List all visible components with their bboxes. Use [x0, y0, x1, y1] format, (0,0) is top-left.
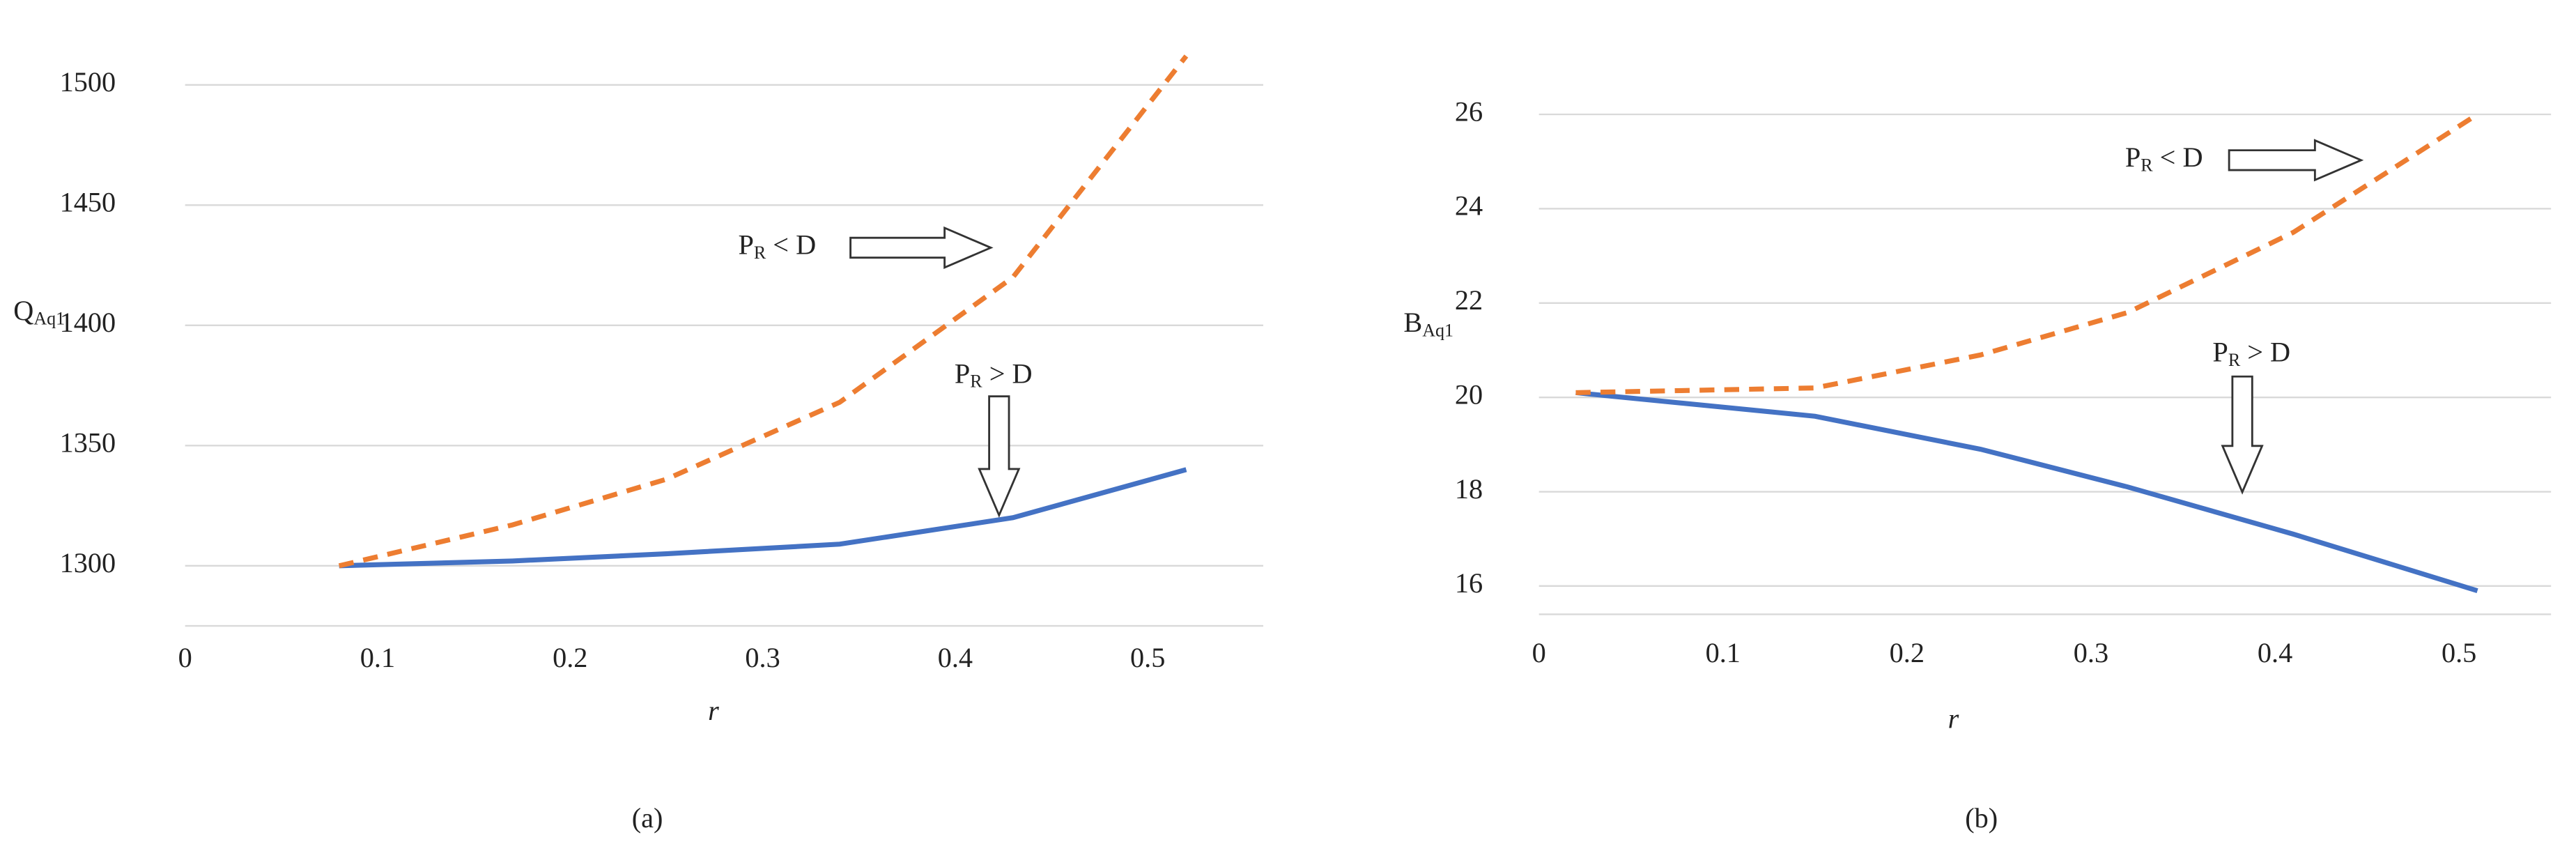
- text-sub: R: [970, 371, 982, 392]
- data-line: [339, 467, 1187, 569]
- text-main: Q: [13, 295, 33, 326]
- annotation: PR < D: [2125, 141, 2203, 175]
- x-tick-label: 0.3: [745, 642, 780, 673]
- text-main: P: [738, 229, 753, 261]
- text-rest: > D: [982, 358, 1033, 390]
- text-rest: > D: [2240, 337, 2290, 368]
- y-axis-label: BAq1: [1403, 307, 1453, 340]
- x-tick-label: 0.1: [1706, 637, 1741, 668]
- arrow: [2221, 375, 2264, 495]
- y-tick-label: 20: [1455, 378, 1483, 410]
- annotation: PR > D: [2212, 337, 2290, 370]
- text-sub: Aq1: [1422, 320, 1453, 340]
- text-sub: R: [2228, 350, 2241, 370]
- data-line: [1575, 112, 2479, 395]
- y-tick-label: 1500: [60, 66, 116, 98]
- text-main: P: [2212, 337, 2228, 368]
- data-line: [1575, 390, 2478, 594]
- text-sub: R: [754, 243, 766, 263]
- x-tick-label: 0.4: [2258, 637, 2292, 668]
- text-main: P: [2125, 141, 2141, 173]
- text-rest: < D: [2153, 141, 2203, 173]
- y-axis-label: QAq1: [13, 295, 65, 328]
- y-tick-label: 26: [1455, 95, 1483, 127]
- arrow: [849, 226, 994, 270]
- x-tick-label: 0: [178, 642, 192, 673]
- x-axis-label: r: [708, 695, 719, 726]
- x-tick-label: 0: [1532, 637, 1546, 668]
- x-tick-label: 0.3: [2074, 637, 2108, 668]
- y-tick-label: 1450: [60, 187, 116, 218]
- text-rest: < D: [766, 229, 816, 261]
- panel-label: (a): [632, 802, 663, 834]
- text-sub: Aq1: [33, 309, 65, 329]
- x-tick-label: 0.2: [553, 642, 587, 673]
- arrow: [978, 395, 1021, 518]
- text-main: B: [1403, 307, 1422, 338]
- x-tick-label: 0.5: [1130, 642, 1165, 673]
- x-tick-label: 0.2: [1890, 637, 1925, 668]
- y-tick-label: 18: [1455, 473, 1483, 505]
- y-tick-label: 24: [1455, 190, 1483, 222]
- y-tick-label: 22: [1455, 284, 1483, 316]
- text-sub: R: [2141, 155, 2153, 175]
- y-tick-label: 16: [1455, 567, 1483, 599]
- text-main: P: [955, 358, 970, 390]
- annotation: PR > D: [955, 358, 1033, 392]
- x-tick-label: 0.5: [2442, 637, 2476, 668]
- panel-label: (b): [1965, 802, 1998, 834]
- y-tick-label: 1300: [60, 547, 116, 578]
- y-tick-label: 1350: [60, 427, 116, 459]
- annotation: PR < D: [738, 229, 816, 263]
- x-tick-label: 0.1: [360, 642, 395, 673]
- data-line: [338, 54, 1189, 569]
- arrow: [2228, 139, 2364, 182]
- y-tick-label: 1400: [60, 307, 116, 338]
- x-tick-label: 0.4: [938, 642, 973, 673]
- x-axis-label: r: [1948, 703, 1959, 735]
